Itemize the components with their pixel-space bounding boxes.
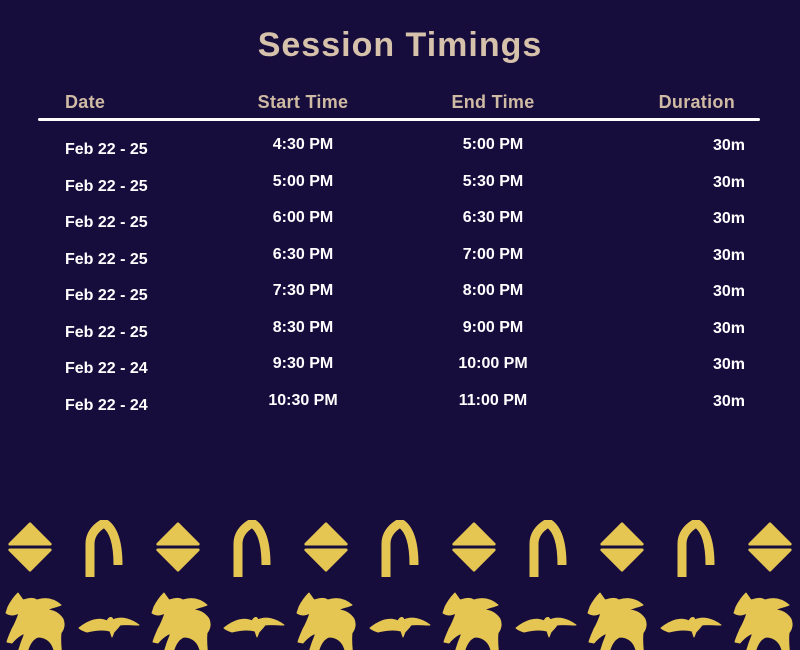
start-cell: 5:00 PM xyxy=(272,172,334,190)
horse-icon xyxy=(586,591,650,650)
duration-cell: 30m xyxy=(712,356,745,374)
horse-icon xyxy=(4,591,68,650)
duration-cell: 30m xyxy=(712,137,745,155)
arch-icon xyxy=(226,520,278,578)
end-cell: 10:00 PM xyxy=(458,355,528,373)
arch-icon xyxy=(78,520,130,578)
start-cell: 4:30 PM xyxy=(272,136,334,154)
end-cell: 5:00 PM xyxy=(462,136,524,154)
start-cell: 6:00 PM xyxy=(272,209,334,227)
date-cell: Feb 22 - 25 xyxy=(65,214,148,232)
end-cell: 5:30 PM xyxy=(462,172,524,190)
date-cell: Feb 22 - 25 xyxy=(65,250,148,268)
duration-cell: 30m xyxy=(712,319,745,337)
diamond-icon xyxy=(152,520,204,572)
page-title: Session Timings xyxy=(257,26,543,64)
duration-cell: 30m xyxy=(712,283,745,301)
table-body: Feb 22 - 25 4:30 PM 5:00 PM 30m Feb 22 -… xyxy=(38,121,760,419)
table-row: Feb 22 - 25 6:30 PM 7:00 PM 30m xyxy=(38,237,760,274)
date-cell: Feb 22 - 25 xyxy=(65,287,148,305)
table-row: Feb 22 - 25 8:30 PM 9:00 PM 30m xyxy=(38,310,760,347)
date-cell: Feb 22 - 25 xyxy=(65,177,148,195)
duration-cell: 30m xyxy=(712,173,745,191)
table-row: Feb 22 - 25 4:30 PM 5:00 PM 30m xyxy=(38,127,760,164)
end-cell: 6:30 PM xyxy=(462,209,524,227)
table-header-row: Date Start Time End Time Duration xyxy=(38,86,760,118)
diamond-icon xyxy=(300,520,352,572)
date-cell: Feb 22 - 24 xyxy=(65,396,148,414)
horse-icon xyxy=(732,591,796,650)
start-cell: 7:30 PM xyxy=(272,282,334,300)
end-cell: 7:00 PM xyxy=(462,245,524,263)
column-header-start: Start Time xyxy=(257,91,349,112)
decor-row-top xyxy=(4,520,796,578)
header-divider xyxy=(38,118,760,121)
duration-cell: 30m xyxy=(712,392,745,410)
start-cell: 10:30 PM xyxy=(268,391,338,409)
arch-icon xyxy=(522,520,574,578)
diamond-icon xyxy=(448,520,500,572)
bird-icon xyxy=(659,591,723,638)
column-header-date: Date xyxy=(65,91,106,112)
date-cell: Feb 22 - 24 xyxy=(65,360,148,378)
decor-row-bottom xyxy=(4,591,796,650)
end-cell: 9:00 PM xyxy=(462,318,524,336)
duration-cell: 30m xyxy=(712,246,745,264)
start-cell: 8:30 PM xyxy=(272,318,334,336)
table-row: Feb 22 - 24 9:30 PM 10:00 PM 30m xyxy=(38,346,760,383)
arch-icon xyxy=(374,520,426,578)
bird-icon xyxy=(514,591,578,638)
bird-icon xyxy=(368,591,432,638)
column-header-end: End Time xyxy=(451,91,535,112)
end-cell: 11:00 PM xyxy=(458,391,528,409)
table-row: Feb 22 - 25 5:00 PM 5:30 PM 30m xyxy=(38,164,760,201)
diamond-icon xyxy=(744,520,796,572)
duration-cell: 30m xyxy=(712,210,745,228)
diamond-icon xyxy=(596,520,648,572)
session-table: Date Start Time End Time Duration Feb 22… xyxy=(38,86,760,419)
horse-icon xyxy=(295,591,359,650)
date-cell: Feb 22 - 25 xyxy=(65,323,148,341)
table-row: Feb 22 - 25 7:30 PM 8:00 PM 30m xyxy=(38,273,760,310)
horse-icon xyxy=(441,591,505,650)
end-cell: 8:00 PM xyxy=(462,282,524,300)
column-header-duration: Duration xyxy=(658,91,735,112)
table-row: Feb 22 - 24 10:30 PM 11:00 PM 30m xyxy=(38,383,760,420)
start-cell: 9:30 PM xyxy=(272,355,334,373)
bird-icon xyxy=(77,591,141,638)
bird-icon xyxy=(222,591,286,638)
arch-icon xyxy=(670,520,722,578)
table-row: Feb 22 - 25 6:00 PM 6:30 PM 30m xyxy=(38,200,760,237)
date-cell: Feb 22 - 25 xyxy=(65,141,148,159)
diamond-icon xyxy=(4,520,56,572)
horse-icon xyxy=(150,591,214,650)
start-cell: 6:30 PM xyxy=(272,245,334,263)
